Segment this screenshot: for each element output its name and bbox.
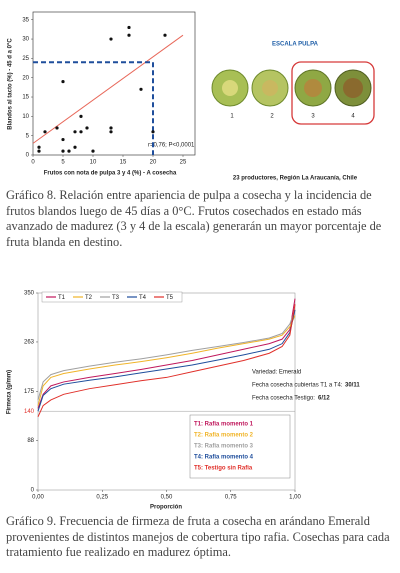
y-tick-label: 5 — [26, 133, 30, 139]
y-tick-label: 10 — [22, 114, 29, 120]
treatment-label: T4: Rafia momento 4 — [194, 455, 254, 461]
y-tick-label: 20 — [22, 75, 29, 81]
point — [79, 130, 83, 134]
threshold-label: 140 — [24, 409, 35, 415]
point — [151, 130, 155, 134]
y-tick-label: 175 — [24, 389, 35, 395]
legend-label: T5 — [166, 295, 174, 301]
point — [79, 114, 83, 118]
fruit-images — [211, 61, 375, 125]
point — [139, 87, 143, 91]
treatment-box — [189, 414, 291, 479]
y-tick-label: 30 — [22, 37, 29, 43]
legend-frame — [41, 291, 183, 303]
legend-label: T2 — [85, 295, 93, 301]
point — [127, 33, 131, 37]
y-axis-title: Blandos al tacto (%) - 45 d a 0°C — [8, 38, 14, 130]
plot-frame — [32, 11, 196, 156]
point — [163, 33, 167, 37]
x-tick-label: 10 — [90, 160, 97, 166]
legend-label: T3 — [112, 295, 120, 301]
point — [73, 130, 77, 134]
annotation: r=0,76; P<0,0001 — [148, 143, 195, 149]
point — [109, 126, 113, 130]
point — [109, 130, 113, 134]
info-harvest-control-date: 6/12 — [318, 396, 330, 402]
y-tick-label: 35 — [22, 17, 29, 23]
scale-title: ESCALA PULPA — [272, 42, 319, 48]
scale-source: 23 productores, Región La Araucanía, Chi… — [233, 176, 358, 182]
treatment-label: T3: Rafia momento 3 — [194, 444, 254, 450]
caption: Gráfico 9. Frecuencia de firmeza de frut… — [6, 514, 390, 559]
point — [109, 37, 113, 41]
scale-level: 3 — [311, 114, 315, 120]
scale-level: 4 — [351, 114, 355, 120]
caption: Gráfico 8. Relación entre apariencia de … — [6, 188, 382, 249]
x-tick-label: 0,25 — [96, 495, 108, 501]
y-axis-title: Firmeza (g/mm) — [7, 370, 13, 414]
point — [67, 149, 71, 153]
y-tick-label: 263 — [24, 340, 35, 346]
scale-level: 2 — [270, 114, 274, 120]
x-tick-label: 25 — [180, 160, 187, 166]
x-axis-title: Proporción — [150, 505, 182, 511]
point — [91, 149, 95, 153]
point — [85, 126, 89, 130]
info-harvest-covered-date: 30/11 — [345, 383, 360, 389]
point — [61, 79, 65, 84]
x-tick-label: 15 — [120, 160, 127, 166]
trend-line — [32, 34, 184, 144]
y-tick-label: 88 — [27, 438, 34, 444]
series-line — [37, 298, 296, 409]
y-tick-label: 25 — [22, 56, 29, 62]
series-line — [37, 304, 296, 418]
x-tick-label: 0,50 — [161, 495, 173, 501]
x-tick-label: 20 — [150, 160, 157, 166]
x-tick-label: 5 — [61, 160, 65, 166]
info-harvest-control: Fecha cosecha Testigo: — [252, 396, 315, 402]
point — [127, 25, 131, 30]
y-tick-label: 15 — [22, 95, 29, 101]
point — [61, 137, 65, 142]
legend-label: T1 — [58, 295, 66, 301]
treatment-label: T2: Rafia momento 2 — [194, 433, 254, 439]
point — [37, 145, 41, 149]
series-line — [37, 309, 296, 412]
point — [61, 149, 65, 153]
treatment-label: T1: Rafia momento 1 — [194, 422, 254, 428]
x-tick-label: 0 — [31, 160, 35, 166]
x-tick-label: 1,00 — [289, 495, 301, 501]
y-tick-label: 350 — [24, 291, 35, 297]
point — [55, 126, 59, 130]
point — [37, 149, 41, 153]
info-harvest-covered: Fecha cosecha cubiertas T1 a T4: — [252, 383, 343, 389]
y-tick-label: 0 — [26, 153, 30, 159]
y-tick-label: 0 — [31, 488, 35, 494]
x-tick-label: 0,75 — [225, 495, 237, 501]
x-axis-title: Frutos con nota de pulpa 3 y 4 (%) - A c… — [44, 171, 177, 177]
series-line — [37, 315, 296, 406]
info-variety: Variedad: Emerald — [252, 370, 301, 376]
point — [43, 130, 47, 134]
x-tick-label: 0,00 — [32, 495, 44, 501]
scale-level: 1 — [230, 114, 234, 120]
series-line — [37, 309, 296, 401]
legend-label: T4 — [139, 295, 147, 301]
treatment-label: T5: Testigo sin Rafia — [194, 466, 253, 472]
point — [73, 145, 77, 149]
